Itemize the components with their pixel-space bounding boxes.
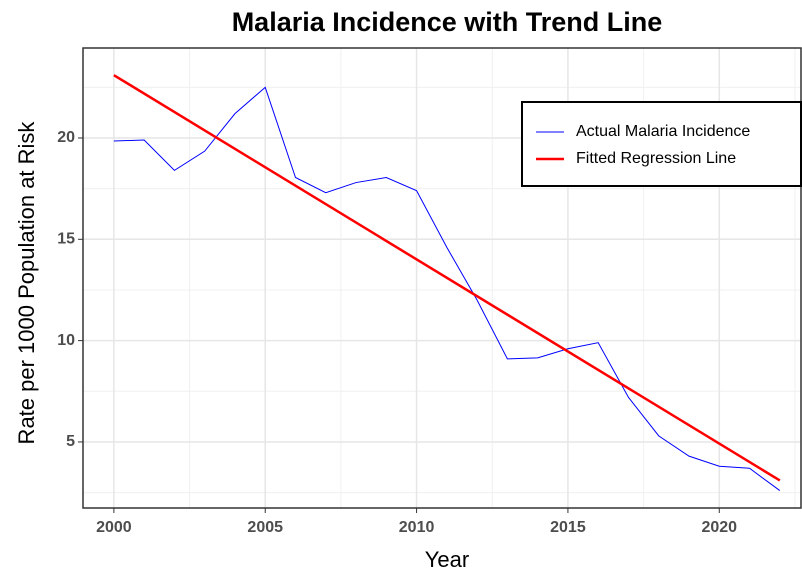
x-tick-label: 2020 [701, 519, 737, 536]
x-tick-label: 2005 [247, 519, 283, 536]
x-tick-label: 2000 [96, 519, 132, 536]
x-tick-label: 2010 [399, 519, 435, 536]
legend-label: Fitted Regression Line [576, 150, 736, 167]
series-line [113, 86, 781, 491]
y-tick-label: 20 [57, 129, 75, 146]
y-tick-label: 10 [57, 332, 75, 349]
x-tick-label: 2015 [550, 519, 586, 536]
legend-box [521, 101, 802, 187]
y-tick-label: 15 [57, 231, 75, 248]
y-tick-label: 5 [66, 433, 75, 450]
plot-border [82, 47, 802, 509]
chart-title: Malaria Incidence with Trend Line [232, 7, 663, 37]
series-line [113, 74, 781, 482]
x-axis-label: Year [425, 547, 469, 571]
legend-label: Actual Malaria Incidence [576, 123, 750, 140]
y-axis-label: Rate per 1000 Population at Risk [14, 121, 39, 445]
